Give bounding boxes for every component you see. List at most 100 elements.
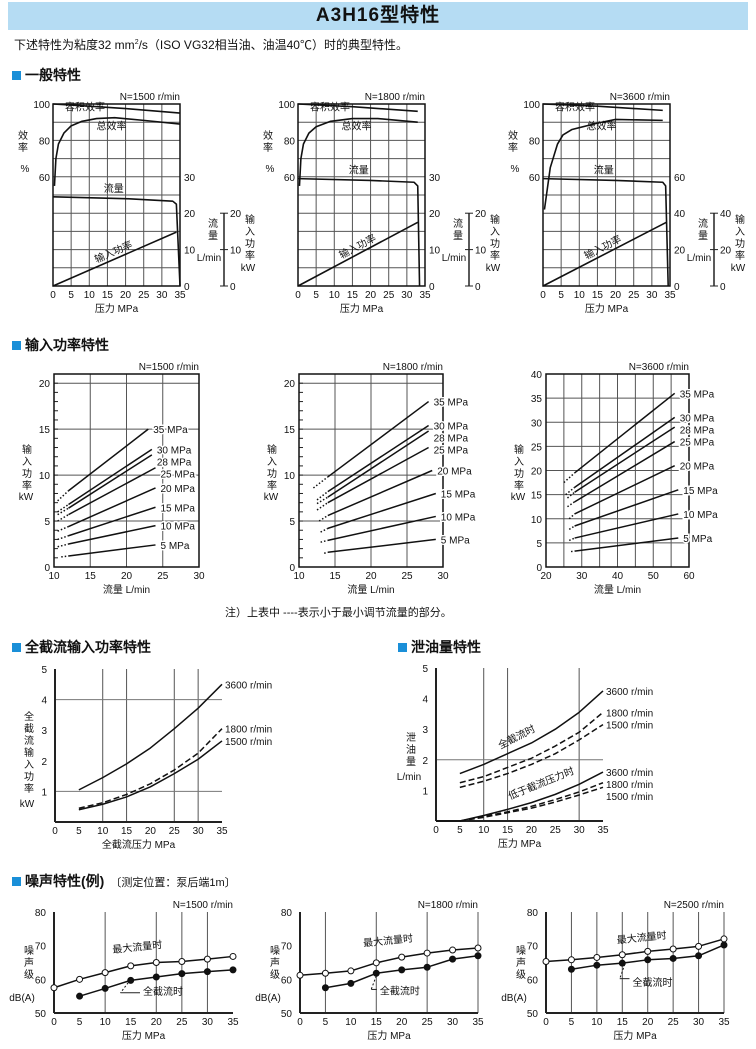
series-dotted-segment bbox=[57, 543, 69, 548]
series-line-flow bbox=[542, 177, 669, 287]
plot-frame bbox=[52, 103, 181, 287]
series-line-efficiency bbox=[298, 117, 418, 186]
series-dotted-segment bbox=[316, 502, 329, 511]
x-tick-label: 15 bbox=[329, 571, 341, 582]
series-label: 25 MPa bbox=[680, 438, 715, 449]
filled-circle-marker bbox=[669, 954, 677, 962]
series-line bbox=[68, 428, 149, 492]
filled-circle-marker bbox=[449, 955, 457, 963]
y-tick-label-flow: 40 bbox=[674, 209, 686, 220]
series-line bbox=[327, 446, 429, 504]
y-axis-label: 噪声级 bbox=[22, 945, 34, 981]
series-line bbox=[68, 454, 153, 509]
plot-frame bbox=[297, 103, 426, 287]
x-axis-label: 流量 L/min bbox=[347, 583, 394, 596]
chart-title: N=3600 r/min bbox=[629, 362, 689, 373]
intro-text: 下述特性为粘度32 mm2/s（ISO VG32相当油、油温40℃）时的典型特性… bbox=[14, 36, 408, 53]
y-tick-label-flow: 0 bbox=[184, 282, 190, 293]
series-dotted-segment bbox=[57, 507, 69, 516]
x-tick-label: 30 bbox=[437, 571, 449, 582]
series-line-efficiency bbox=[52, 103, 181, 114]
filled-circle-marker bbox=[127, 976, 135, 984]
y-tick-label: 2 bbox=[422, 756, 428, 767]
y-tick-label-flow: 30 bbox=[429, 173, 441, 184]
power-axis-unit: kW bbox=[241, 263, 256, 274]
x-tick-label: 5 bbox=[77, 1017, 83, 1028]
series-label: 1500 r/min bbox=[225, 737, 272, 748]
x-axis-label: 压力 MPa bbox=[95, 302, 139, 315]
open-circle-marker bbox=[321, 969, 329, 977]
y-axis-unit: kW bbox=[20, 799, 35, 810]
intro-part2: /s（ISO VG32相当油、油温40℃）时的典型特性。 bbox=[138, 38, 408, 52]
y-tick-label-efficiency: 60 bbox=[284, 173, 296, 184]
pointer-dashed bbox=[370, 975, 377, 990]
x-tick-label: 25 bbox=[668, 1017, 680, 1028]
y-tick-label: 10 bbox=[531, 515, 543, 526]
open-circle-marker bbox=[542, 957, 550, 965]
plot-frame bbox=[542, 103, 671, 287]
section-marker-icon bbox=[12, 877, 21, 886]
filled-circle-marker bbox=[101, 984, 109, 992]
y-tick-label-efficiency: 60 bbox=[529, 173, 541, 184]
filled-circle-marker bbox=[152, 973, 160, 981]
x-tick-label: 25 bbox=[628, 290, 640, 301]
x-tick-label: 10 bbox=[100, 1017, 112, 1028]
x-axis-label: 全截流压力 MPa bbox=[102, 838, 176, 851]
filled-circle-marker bbox=[178, 970, 186, 978]
filled-circle-marker bbox=[695, 952, 703, 960]
series-dotted-segment bbox=[563, 472, 576, 484]
chart-title: N=2500 r/min bbox=[664, 900, 724, 911]
open-circle-marker bbox=[593, 953, 601, 961]
y-tick-label: 20 bbox=[531, 467, 543, 478]
series-line-power bbox=[542, 221, 667, 287]
efficiency-axis-label: 效率 bbox=[261, 129, 273, 154]
y-tick-label: 0 bbox=[44, 563, 50, 574]
power-axis-label: 输入功率 bbox=[488, 213, 500, 262]
open-circle-marker bbox=[669, 945, 677, 953]
series-line bbox=[68, 506, 156, 537]
y-axis-label: 输入功率 bbox=[20, 443, 32, 492]
open-circle-marker bbox=[644, 947, 652, 955]
series-dotted-segment bbox=[568, 525, 575, 530]
y-tick-label: 70 bbox=[35, 942, 47, 953]
x-tick-label: 15 bbox=[102, 290, 114, 301]
y-tick-label-efficiency: 100 bbox=[523, 100, 540, 111]
y-tick-label: 50 bbox=[281, 1009, 293, 1020]
y-axis-unit: dB(A) bbox=[9, 993, 35, 1004]
series-label: 10 MPa bbox=[441, 512, 476, 523]
series-line bbox=[327, 424, 430, 493]
y-tick-label: 0 bbox=[536, 563, 542, 574]
series-line-efficiency bbox=[53, 116, 181, 186]
y-axis-unit: kW bbox=[19, 492, 34, 503]
x-tick-label: 25 bbox=[176, 1017, 188, 1028]
series-line bbox=[68, 467, 156, 516]
series-line bbox=[574, 416, 676, 489]
flow-axis-unit: L/min bbox=[442, 253, 466, 264]
chart-title: N=3600 r/min bbox=[610, 92, 670, 103]
y-tick-label-power: 10 bbox=[230, 246, 242, 257]
series-label: 30 MPa bbox=[157, 445, 192, 456]
x-axis-label: 压力 MPa bbox=[122, 1029, 166, 1042]
x-tick-label: 15 bbox=[121, 826, 133, 837]
y-tick-label-power: 20 bbox=[475, 209, 487, 220]
x-tick-label: 30 bbox=[576, 571, 588, 582]
series-line bbox=[459, 786, 604, 822]
plot-frame bbox=[298, 373, 444, 568]
series-line bbox=[459, 690, 604, 775]
x-tick-label: 20 bbox=[396, 1017, 408, 1028]
y-tick-label-power: 0 bbox=[720, 282, 726, 293]
x-tick-label: 30 bbox=[193, 571, 205, 582]
series-label: 容积效率 bbox=[65, 101, 105, 114]
y-tick-label: 20 bbox=[284, 379, 296, 390]
series-line bbox=[327, 515, 436, 542]
x-tick-label: 10 bbox=[574, 290, 586, 301]
chart-title: N=1800 r/min bbox=[383, 362, 443, 373]
x-tick-label: 0 bbox=[51, 1017, 57, 1028]
series-dotted-segment bbox=[57, 490, 70, 502]
efficiency-axis-unit: % bbox=[511, 164, 520, 175]
series-label: 28 MPa bbox=[680, 425, 715, 436]
series-line bbox=[545, 938, 725, 963]
filled-circle-marker bbox=[372, 969, 380, 977]
x-tick-label: 15 bbox=[85, 571, 97, 582]
series-line bbox=[574, 489, 679, 527]
